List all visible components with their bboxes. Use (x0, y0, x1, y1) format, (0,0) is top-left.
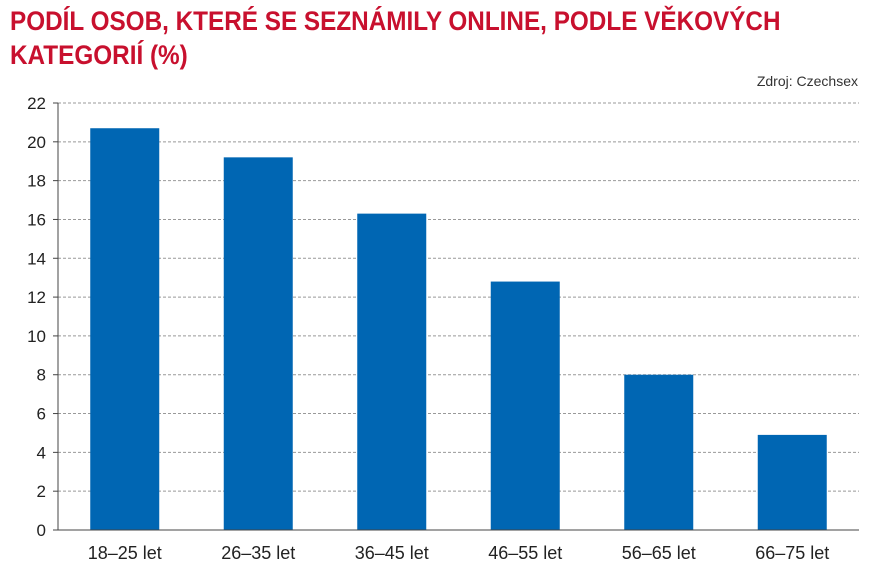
x-category-label: 66–75 let (755, 543, 829, 563)
y-tick-label: 2 (37, 482, 46, 501)
bar (624, 374, 694, 530)
chart-title: PODÍL OSOB, KTERÉ SE SEZNÁMILY ONLINE, P… (10, 4, 781, 72)
bar (357, 213, 427, 530)
bar (490, 281, 560, 530)
x-category-label: 36–45 let (355, 543, 429, 563)
bars (90, 128, 827, 530)
y-tick-label: 6 (37, 405, 46, 424)
y-tick-label: 8 (37, 366, 46, 385)
x-category-label: 18–25 let (88, 543, 162, 563)
y-tick-label: 10 (27, 327, 46, 346)
x-category-label: 56–65 let (622, 543, 696, 563)
y-tick-label: 14 (27, 249, 46, 268)
x-category-label: 26–35 let (221, 543, 295, 563)
y-tick-label: 22 (27, 94, 46, 113)
x-category-label: 46–55 let (488, 543, 562, 563)
bar (757, 434, 827, 530)
y-tick-label: 20 (27, 133, 46, 152)
y-tick-label: 0 (37, 521, 46, 540)
y-tick-label: 12 (27, 288, 46, 307)
chart-title-line-1: PODÍL OSOB, KTERÉ SE SEZNÁMILY ONLINE, P… (10, 6, 781, 36)
y-tick-label: 4 (37, 443, 46, 462)
x-axis-labels: 18–25 let 26–35 let 36–45 let 46–55 let 56–6… (88, 543, 830, 563)
bar (90, 128, 160, 530)
y-axis-ticks: 0 2 4 6 8 10 12 14 16 18 20 22 (27, 94, 58, 540)
y-tick-label: 18 (27, 172, 46, 191)
gridlines (58, 102, 859, 492)
chart-title-line-2: KATEGORIÍ (%) (10, 40, 188, 70)
y-tick-label: 16 (27, 210, 46, 229)
bar (223, 157, 293, 530)
source-note: Zdroj: Czechsex (756, 73, 858, 89)
